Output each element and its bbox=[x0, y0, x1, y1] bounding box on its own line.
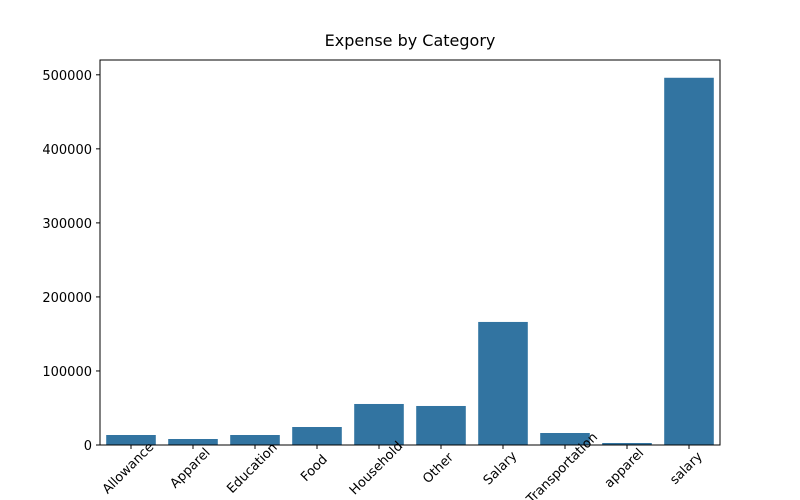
plot-frame bbox=[99, 59, 721, 446]
y-tick-label: 300000 bbox=[42, 217, 92, 232]
bar bbox=[540, 433, 590, 445]
bar bbox=[168, 439, 218, 445]
bar bbox=[664, 77, 714, 446]
y-tick-label: 500000 bbox=[42, 69, 92, 84]
y-tick-label: 0 bbox=[84, 439, 92, 454]
bar bbox=[292, 427, 342, 445]
chart-title: Expense by Category bbox=[325, 31, 496, 50]
y-tick-label: 200000 bbox=[42, 291, 92, 306]
y-tick-label: 400000 bbox=[42, 143, 92, 158]
bar bbox=[354, 403, 404, 445]
y-tick-label: 100000 bbox=[42, 365, 92, 380]
bar bbox=[106, 435, 156, 445]
bar bbox=[230, 435, 280, 445]
bar bbox=[416, 405, 466, 445]
bar bbox=[602, 443, 652, 445]
bar bbox=[478, 321, 528, 445]
